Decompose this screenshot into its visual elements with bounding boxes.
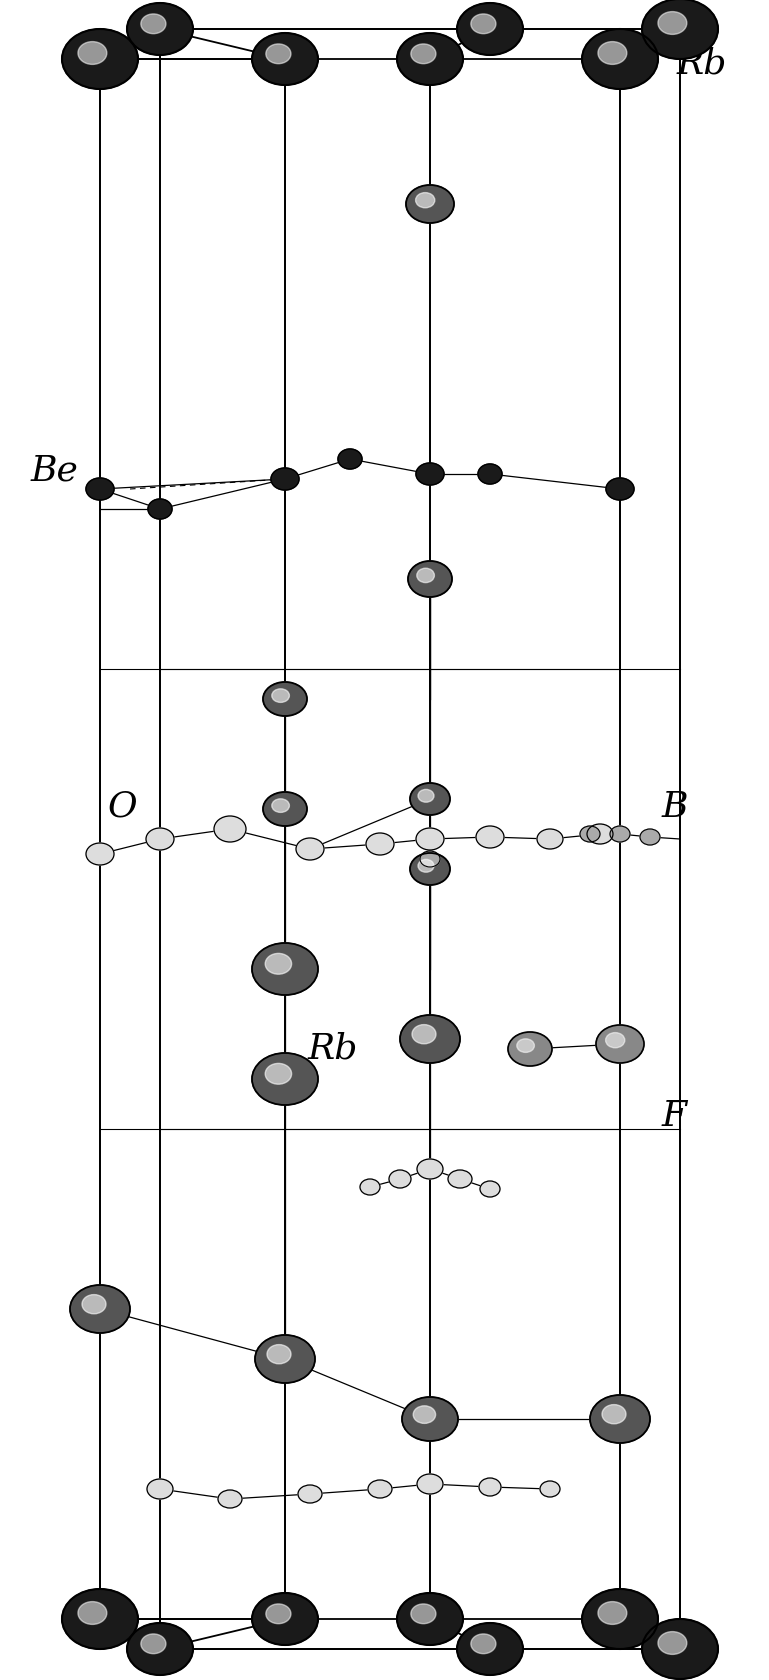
Ellipse shape xyxy=(146,828,174,850)
Ellipse shape xyxy=(267,1344,291,1364)
Text: F: F xyxy=(661,1099,687,1132)
Text: Rb: Rb xyxy=(677,47,727,81)
Ellipse shape xyxy=(598,1601,627,1625)
Ellipse shape xyxy=(263,682,307,717)
Ellipse shape xyxy=(582,1589,658,1650)
Ellipse shape xyxy=(252,1053,318,1105)
Ellipse shape xyxy=(141,1635,166,1653)
Text: Be: Be xyxy=(31,454,78,487)
Ellipse shape xyxy=(127,3,193,55)
Ellipse shape xyxy=(537,830,563,850)
Ellipse shape xyxy=(606,1033,624,1048)
Ellipse shape xyxy=(360,1179,380,1194)
Ellipse shape xyxy=(397,34,463,86)
Ellipse shape xyxy=(479,1478,501,1497)
Ellipse shape xyxy=(411,1604,436,1623)
Ellipse shape xyxy=(271,689,289,702)
Ellipse shape xyxy=(127,1623,193,1675)
Ellipse shape xyxy=(271,800,289,813)
Ellipse shape xyxy=(640,830,660,845)
Ellipse shape xyxy=(582,30,658,91)
Ellipse shape xyxy=(411,45,436,64)
Ellipse shape xyxy=(147,1478,173,1499)
Ellipse shape xyxy=(408,561,452,598)
Ellipse shape xyxy=(214,816,246,842)
Ellipse shape xyxy=(418,860,434,872)
Ellipse shape xyxy=(457,1623,523,1675)
Ellipse shape xyxy=(296,838,324,860)
Ellipse shape xyxy=(368,1480,392,1499)
Ellipse shape xyxy=(263,793,307,827)
Ellipse shape xyxy=(266,1604,291,1623)
Ellipse shape xyxy=(658,1631,687,1655)
Ellipse shape xyxy=(596,1025,644,1063)
Ellipse shape xyxy=(410,853,450,885)
Ellipse shape xyxy=(642,0,718,60)
Ellipse shape xyxy=(590,1394,650,1443)
Ellipse shape xyxy=(397,1593,463,1645)
Ellipse shape xyxy=(78,1601,107,1625)
Ellipse shape xyxy=(471,15,496,35)
Ellipse shape xyxy=(86,479,114,501)
Ellipse shape xyxy=(400,1015,460,1063)
Ellipse shape xyxy=(412,1025,436,1045)
Ellipse shape xyxy=(78,42,107,66)
Ellipse shape xyxy=(418,790,434,803)
Ellipse shape xyxy=(480,1181,500,1198)
Ellipse shape xyxy=(420,852,440,867)
Ellipse shape xyxy=(478,465,502,486)
Ellipse shape xyxy=(406,186,454,223)
Ellipse shape xyxy=(658,12,687,35)
Ellipse shape xyxy=(271,469,299,491)
Ellipse shape xyxy=(410,783,450,815)
Ellipse shape xyxy=(606,479,634,501)
Ellipse shape xyxy=(70,1285,130,1334)
Ellipse shape xyxy=(580,827,600,842)
Ellipse shape xyxy=(417,570,434,583)
Ellipse shape xyxy=(252,34,318,86)
Ellipse shape xyxy=(416,464,444,486)
Ellipse shape xyxy=(86,843,114,865)
Ellipse shape xyxy=(610,827,630,842)
Text: O: O xyxy=(108,790,138,823)
Ellipse shape xyxy=(471,1635,496,1653)
Ellipse shape xyxy=(517,1040,534,1053)
Ellipse shape xyxy=(218,1490,242,1509)
Ellipse shape xyxy=(265,1063,291,1085)
Ellipse shape xyxy=(413,1406,435,1423)
Ellipse shape xyxy=(338,450,362,470)
Ellipse shape xyxy=(598,42,627,66)
Ellipse shape xyxy=(266,45,291,64)
Ellipse shape xyxy=(82,1295,106,1314)
Ellipse shape xyxy=(642,1620,718,1678)
Ellipse shape xyxy=(508,1033,552,1067)
Ellipse shape xyxy=(416,828,444,850)
Ellipse shape xyxy=(255,1336,315,1383)
Ellipse shape xyxy=(366,833,394,855)
Ellipse shape xyxy=(389,1171,411,1188)
Text: Rb: Rb xyxy=(308,1032,358,1065)
Ellipse shape xyxy=(417,1159,443,1179)
Ellipse shape xyxy=(265,954,291,974)
Ellipse shape xyxy=(62,1589,138,1650)
Ellipse shape xyxy=(148,499,172,519)
Ellipse shape xyxy=(415,193,434,208)
Ellipse shape xyxy=(448,1171,472,1188)
Ellipse shape xyxy=(602,1404,626,1425)
Ellipse shape xyxy=(457,3,523,55)
Ellipse shape xyxy=(252,944,318,996)
Ellipse shape xyxy=(62,30,138,91)
Ellipse shape xyxy=(298,1485,322,1504)
Ellipse shape xyxy=(540,1482,560,1497)
Ellipse shape xyxy=(587,825,613,845)
Text: B: B xyxy=(661,790,687,823)
Ellipse shape xyxy=(141,15,166,35)
Ellipse shape xyxy=(252,1593,318,1645)
Ellipse shape xyxy=(417,1473,443,1494)
Ellipse shape xyxy=(476,827,504,848)
Ellipse shape xyxy=(402,1398,458,1441)
